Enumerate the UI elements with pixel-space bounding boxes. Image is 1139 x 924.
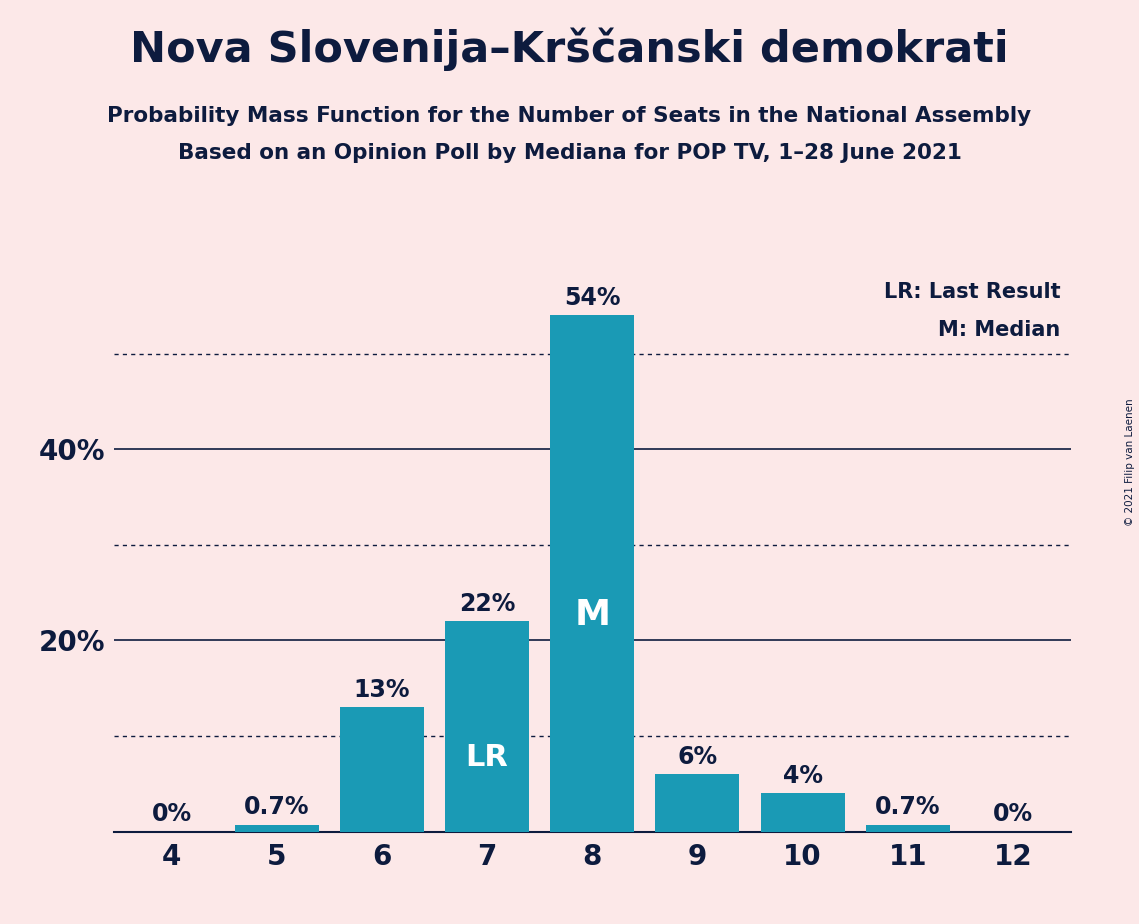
Text: © 2021 Filip van Laenen: © 2021 Filip van Laenen xyxy=(1125,398,1134,526)
Bar xyxy=(445,621,530,832)
Text: 54%: 54% xyxy=(564,286,621,310)
Text: 6%: 6% xyxy=(678,745,718,769)
Text: 0.7%: 0.7% xyxy=(875,796,941,820)
Text: Probability Mass Function for the Number of Seats in the National Assembly: Probability Mass Function for the Number… xyxy=(107,106,1032,127)
Text: 0.7%: 0.7% xyxy=(244,796,310,820)
Text: 0%: 0% xyxy=(151,802,191,826)
Bar xyxy=(235,825,319,832)
Bar xyxy=(866,825,950,832)
Bar xyxy=(761,794,845,832)
Text: 13%: 13% xyxy=(354,677,410,701)
Text: Based on an Opinion Poll by Mediana for POP TV, 1–28 June 2021: Based on an Opinion Poll by Mediana for … xyxy=(178,143,961,164)
Bar xyxy=(550,315,634,832)
Text: M: Median: M: Median xyxy=(937,321,1060,340)
Text: 22%: 22% xyxy=(459,591,515,615)
Text: LR: Last Result: LR: Last Result xyxy=(884,282,1060,302)
Text: Nova Slovenija–Krščanski demokrati: Nova Slovenija–Krščanski demokrati xyxy=(130,28,1009,71)
Text: M: M xyxy=(574,598,611,632)
Text: 0%: 0% xyxy=(993,802,1033,826)
Bar xyxy=(655,774,739,832)
Bar xyxy=(339,708,424,832)
Text: 4%: 4% xyxy=(782,763,822,787)
Text: LR: LR xyxy=(466,744,509,772)
